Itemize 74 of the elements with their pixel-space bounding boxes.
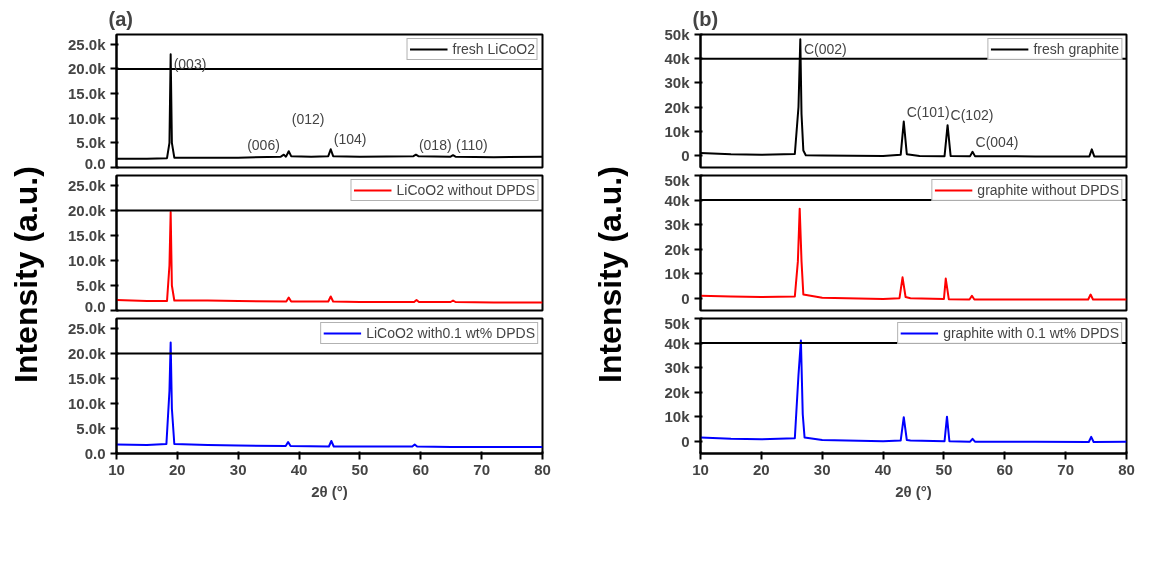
y-tick-label: 30k: [664, 74, 691, 92]
annotation: (006): [247, 136, 280, 153]
x-axis-title: 2θ (°): [895, 482, 932, 500]
chart-title: (b): [692, 7, 719, 30]
y-tick-label: 10.0k: [67, 395, 107, 412]
legend-label: graphite without DPDS: [977, 182, 1119, 198]
x-tick-label: 40: [874, 460, 892, 478]
y-tick-label: 50k: [664, 171, 691, 189]
x-tick-label: 70: [473, 460, 490, 478]
y-tick-label: 0: [681, 432, 690, 450]
x-tick-label: 30: [229, 460, 247, 478]
y-tick-label: 0: [681, 289, 690, 307]
y-tick-label: 20k: [664, 383, 691, 401]
annotation: C(101): [906, 103, 950, 120]
annotation: C(102): [950, 107, 994, 124]
y-tick-label: 20.0k: [67, 202, 107, 219]
annotation: (018): [418, 136, 452, 153]
y-tick-label: 0.0: [84, 445, 106, 462]
y-tick-label: 5.0k: [76, 277, 107, 294]
y-tick-label: 50k: [664, 314, 691, 332]
legend-label: LiCoO2 without DPDS: [396, 182, 535, 198]
y-tick-label: 40k: [664, 50, 691, 68]
y-tick-label: 15.0k: [67, 227, 107, 244]
y-tick-label: 40k: [664, 334, 691, 352]
legend-label: LiCoO2 with0.1 wt% DPDS: [366, 325, 535, 341]
y-tick-label: 25.0k: [67, 177, 107, 194]
y-tick-label: 5.0k: [76, 134, 107, 152]
annotation: (104): [333, 131, 367, 148]
y-tick-label: 20k: [664, 98, 691, 116]
chart-title: (a): [108, 7, 133, 30]
x-tick-label: 50: [351, 460, 369, 478]
x-axis-title: 2θ (°): [311, 482, 348, 500]
x-tick-label: 60: [412, 460, 430, 478]
y-tick-label: 0: [681, 146, 690, 164]
y-tick-label: 20k: [664, 240, 691, 258]
y-tick-label: 20.0k: [67, 345, 107, 362]
legend-label: graphite with 0.1 wt% DPDS: [943, 325, 1119, 341]
y-tick-label: 25.0k: [67, 35, 107, 53]
y-tick-label: 30k: [664, 216, 691, 234]
y-tick-label: 0.0: [84, 154, 106, 172]
legend-label: fresh graphite: [1033, 41, 1119, 57]
y-tick-label: 5.0k: [76, 420, 107, 437]
y-tick-label: 15.0k: [67, 370, 107, 387]
y-tick-label: 10.0k: [67, 252, 107, 269]
legend-label: fresh LiCoO2: [452, 41, 535, 57]
x-tick-label: 30: [813, 460, 831, 478]
y-tick-label: 40k: [664, 191, 691, 209]
y-tick-label: 15.0k: [67, 85, 107, 103]
x-tick-label: 70: [1057, 460, 1074, 478]
y-tick-label: 10k: [664, 265, 691, 283]
x-tick-label: 40: [290, 460, 308, 478]
x-tick-label: 20: [753, 460, 770, 478]
y-tick-label: 25.0k: [67, 320, 107, 337]
x-tick-label: 10: [108, 460, 125, 478]
x-tick-label: 60: [996, 460, 1014, 478]
y-tick-label: 10k: [664, 408, 691, 426]
y-tick-label: 20.0k: [67, 60, 107, 78]
x-tick-label: 20: [169, 460, 186, 478]
x-tick-label: 50: [935, 460, 953, 478]
x-tick-label: 10: [692, 460, 709, 478]
annotation: (110): [456, 137, 488, 154]
y-tick-label: 10k: [664, 122, 691, 140]
x-tick-label: 80: [534, 460, 551, 478]
y-tick-label: 10.0k: [67, 109, 107, 127]
y-tick-label: 0.0: [84, 297, 106, 315]
y-axis-title: Intensity (a.u.): [591, 166, 630, 384]
annotation: (012): [291, 111, 325, 128]
annotation: (003): [173, 56, 207, 73]
y-tick-label: 50k: [664, 26, 691, 43]
annotation: C(002): [803, 41, 847, 58]
annotation: C(004): [975, 133, 1019, 150]
x-tick-label: 80: [1118, 460, 1135, 478]
y-tick-label: 30k: [664, 359, 691, 377]
y-axis-title: Intensity (a.u.): [7, 166, 46, 384]
